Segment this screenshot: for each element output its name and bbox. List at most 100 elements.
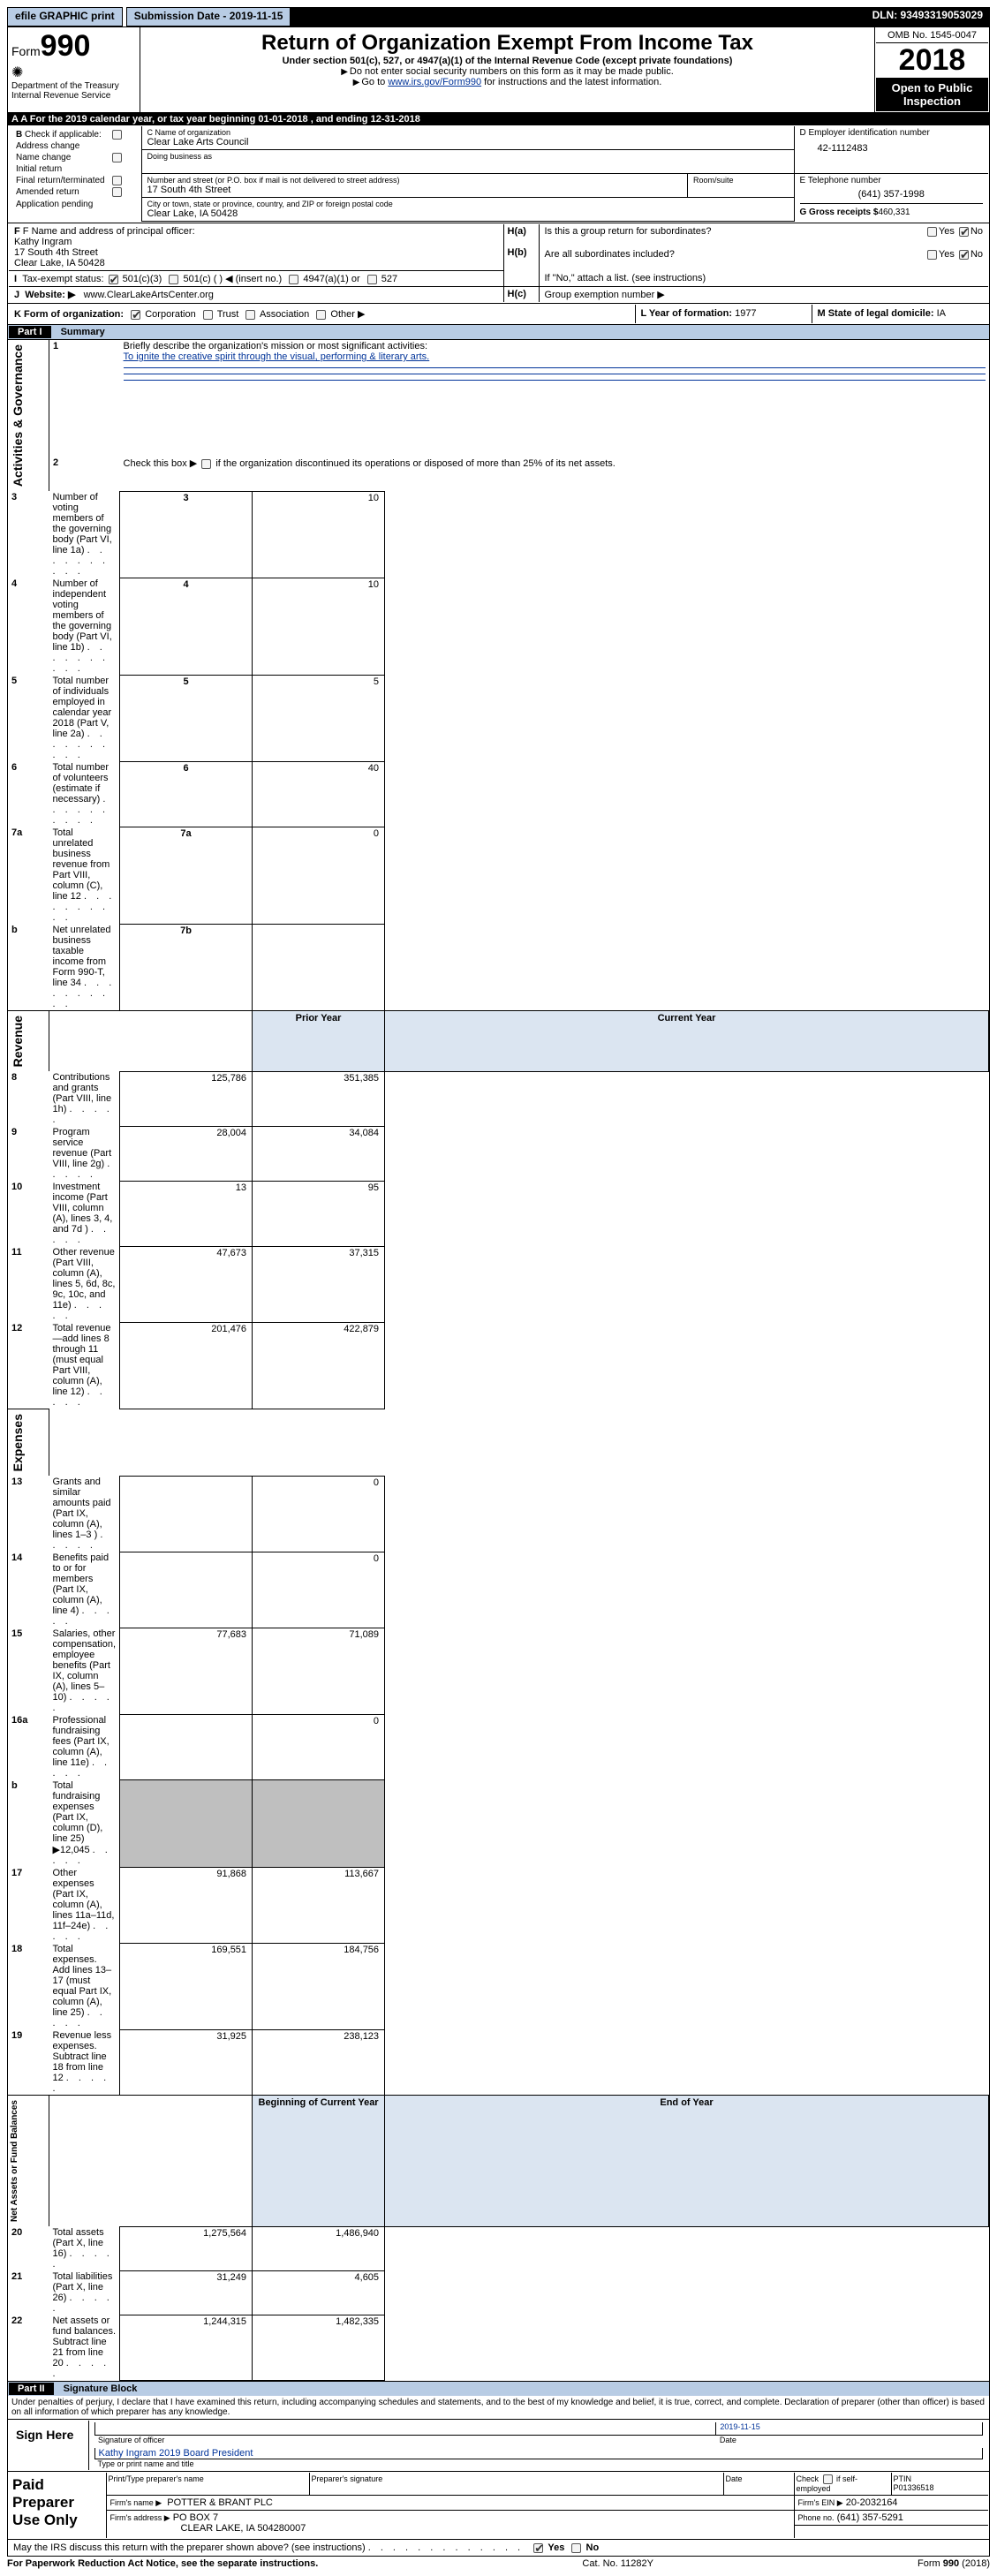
financial-line: 16a Professional fundraising fees (Part … xyxy=(8,1714,989,1779)
opt-amended: Amended return xyxy=(14,187,107,197)
officer-city: Clear Lake, IA 50428 xyxy=(14,258,498,268)
summary-line: b Net unrelated business taxable income … xyxy=(8,924,989,1011)
sign-here-label: Sign Here xyxy=(9,2421,88,2470)
opt-addr-change: Address change xyxy=(14,141,107,151)
i-4947[interactable] xyxy=(289,275,298,284)
summary-line: 7a Total unrelated business revenue from… xyxy=(8,827,989,924)
financial-line: 10 Investment income (Part VIII, column … xyxy=(8,1181,989,1246)
f-label: F F Name and address of principal office… xyxy=(14,226,498,237)
financial-line: 17 Other expenses (Part IX, column (A), … xyxy=(8,1867,989,1943)
org-street: 17 South 4th Street xyxy=(147,185,683,195)
self-employed-check[interactable] xyxy=(823,2474,833,2484)
dept-treasury: Department of the Treasury xyxy=(11,81,136,91)
l-label: L Year of formation: xyxy=(641,308,733,319)
hb-no[interactable] xyxy=(959,250,969,260)
print-name-label: Type or print name and title xyxy=(94,2459,984,2468)
k-assoc[interactable] xyxy=(245,310,255,320)
checkbox-addr-change[interactable] xyxy=(112,130,122,140)
firm-phone-label: Phone no. xyxy=(798,2513,835,2522)
discuss-text: May the IRS discuss this return with the… xyxy=(13,2542,366,2553)
summary-line: 5 Total number of individuals employed i… xyxy=(8,675,989,761)
ein-value: 42-1112483 xyxy=(800,138,984,154)
k-label: K Form of organization: xyxy=(14,309,124,320)
line2-num: 2 xyxy=(53,457,58,468)
financial-line: 12 Total revenue—add lines 8 through 11 … xyxy=(8,1322,989,1409)
e-label: E Telephone number xyxy=(800,176,984,185)
form-subtitle-1: Under section 501(c), 527, or 4947(a)(1)… xyxy=(142,56,872,66)
col-current-year: Current Year xyxy=(385,1011,989,1072)
firm-phone: (641) 357-5291 xyxy=(837,2512,903,2523)
firm-ein-label: Firm's EIN ▶ xyxy=(798,2498,843,2507)
h-ifno: If "No," attach a list. (see instruction… xyxy=(539,271,988,287)
officer-name: Kathy Ingram xyxy=(14,237,498,247)
form-number: Form990 xyxy=(11,29,136,64)
cat-no: Cat. No. 11282Y xyxy=(582,2558,653,2569)
perjury-text: Under penalties of perjury, I declare th… xyxy=(8,2396,990,2420)
ha-no[interactable] xyxy=(959,227,969,237)
ptin-value: P01336518 xyxy=(894,2483,987,2492)
form-subtitle-3: Go to www.irs.gov/Form990 for instructio… xyxy=(142,77,872,87)
i-527[interactable] xyxy=(367,275,377,284)
room-label: Room/suite xyxy=(688,174,794,197)
website-value: www.ClearLakeArtsCenter.org xyxy=(84,290,214,300)
vlabel-governance: Activities & Governance xyxy=(9,341,26,490)
sig-officer-label: Signature of officer xyxy=(94,2435,716,2444)
i-501c[interactable] xyxy=(169,275,178,284)
officer-addr: 17 South 4th Street xyxy=(14,247,498,258)
sign-date: 2019-11-15 xyxy=(720,2422,759,2431)
irs-label: Internal Revenue Service xyxy=(11,91,136,101)
hc-label: Group exemption number ▶ xyxy=(539,287,988,303)
k-other[interactable] xyxy=(316,310,326,320)
ptin-label: PTIN xyxy=(894,2474,987,2483)
l-value: 1977 xyxy=(735,308,756,319)
form-footer: Form 990 (2018) xyxy=(918,2558,990,2569)
financial-line: 20 Total assets (Part X, line 16) . . . … xyxy=(8,2226,989,2270)
ha-text: Is this a group return for subordinates? xyxy=(545,226,712,237)
financial-line: 21 Total liabilities (Part X, line 26) .… xyxy=(8,2270,989,2315)
i-501c3[interactable] xyxy=(109,275,118,284)
k-corp[interactable] xyxy=(131,310,140,320)
part1-title: Summary xyxy=(54,327,105,337)
firm-addr-label: Firm's address ▶ xyxy=(110,2513,170,2522)
hb-yes[interactable] xyxy=(927,250,937,260)
submission-date: Submission Date - 2019-11-15 xyxy=(126,7,291,26)
vlabel-expenses: Expenses xyxy=(9,1410,26,1475)
tax-year: 2018 xyxy=(876,43,988,78)
financial-line: 22 Net assets or fund balances. Subtract… xyxy=(8,2315,989,2380)
org-city: Clear Lake, IA 50428 xyxy=(147,208,789,219)
opt-pending: Application pending xyxy=(14,200,107,209)
summary-line: 3 Number of voting members of the govern… xyxy=(8,491,989,578)
vlabel-netassets: Net Assets or Fund Balances xyxy=(9,2096,21,2225)
ha-yes[interactable] xyxy=(927,227,937,237)
prep-sig-label: Preparer's signature xyxy=(309,2473,723,2496)
mission-text: To ignite the creative spirit through th… xyxy=(124,351,430,362)
line1-text: Briefly describe the organization's miss… xyxy=(124,341,427,351)
prep-name-label: Print/Type preparer's name xyxy=(106,2473,309,2496)
form-990: Form990 ✺ Department of the Treasury Int… xyxy=(7,26,990,2557)
i-label: Tax-exempt status: xyxy=(22,274,103,284)
city-label: City or town, state or province, country… xyxy=(147,200,789,208)
org-name: Clear Lake Arts Council xyxy=(147,137,789,147)
col-prior-year: Prior Year xyxy=(253,1011,385,1072)
firm-name-label: Firm's name ▶ xyxy=(110,2498,162,2507)
firm-addr1: PO BOX 7 xyxy=(173,2512,218,2523)
officer-print-name: Kathy Ingram 2019 Board President xyxy=(99,2448,253,2459)
irs-link[interactable]: www.irs.gov/Form990 xyxy=(388,77,481,87)
form-label: Form xyxy=(11,44,41,58)
sig-date-label: Date xyxy=(716,2435,983,2444)
prep-date-label: Date xyxy=(723,2473,794,2496)
checkbox-name-change[interactable] xyxy=(112,153,122,162)
form-subtitle-2: Do not enter social security numbers on … xyxy=(142,66,872,77)
k-trust[interactable] xyxy=(203,310,213,320)
checkbox-amended[interactable] xyxy=(112,187,122,197)
financial-line: 18 Total expenses. Add lines 13–17 (must… xyxy=(8,1943,989,2029)
discuss-no[interactable] xyxy=(571,2543,581,2553)
financial-line: 9 Program service revenue (Part VIII, li… xyxy=(8,1126,989,1181)
vlabel-revenue: Revenue xyxy=(9,1012,26,1070)
part2-label: Part II xyxy=(9,2383,54,2395)
addr-label: Number and street (or P.O. box if mail i… xyxy=(147,176,683,185)
discuss-yes[interactable] xyxy=(533,2543,543,2553)
checkbox-final[interactable] xyxy=(112,176,122,185)
j-label: Website: ▶ xyxy=(25,290,75,300)
line2-checkbox[interactable] xyxy=(201,459,211,469)
